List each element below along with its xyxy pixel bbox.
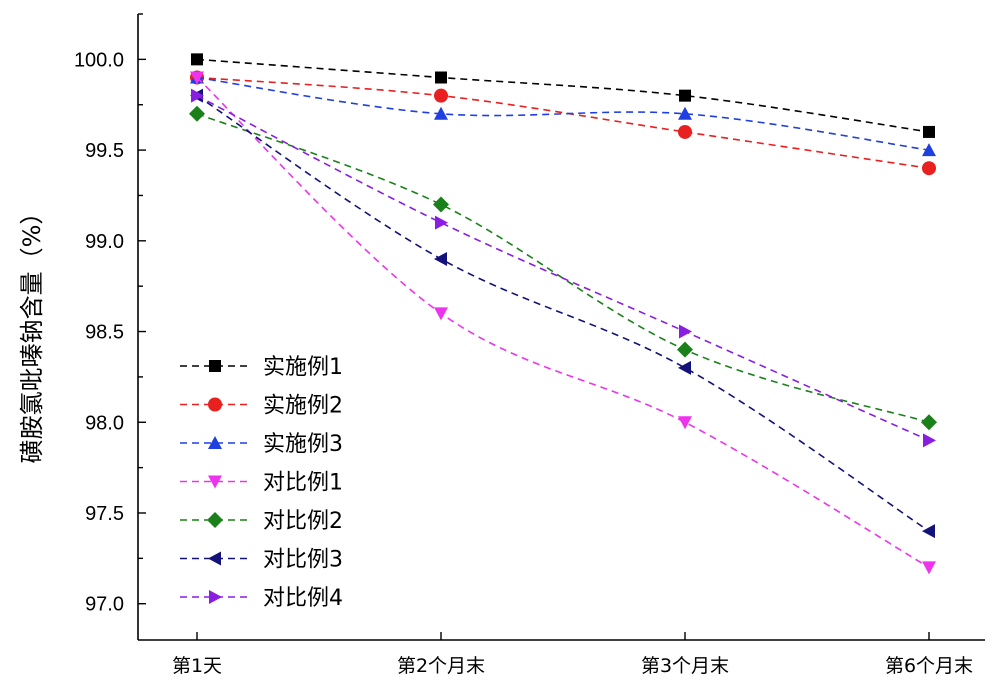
x-tick-label: 第1天 <box>172 655 222 677</box>
diamond-marker <box>677 341 693 358</box>
circle-marker <box>208 397 222 412</box>
square-marker <box>923 125 935 138</box>
y-axis-label: 磺胺氯吡嗪钠含量（%） <box>18 201 46 464</box>
diamond-marker <box>189 105 205 122</box>
legend-item: 实施例2 <box>180 394 343 419</box>
square-marker <box>209 360 221 372</box>
circle-marker <box>434 88 448 103</box>
y-tick-label: 97.5 <box>85 503 124 525</box>
axes <box>137 14 985 641</box>
triangle-left-marker <box>434 251 447 266</box>
legend-item: 实施例3 <box>180 432 343 457</box>
y-tick-label: 100.0 <box>74 49 124 71</box>
series-line <box>196 76 930 151</box>
square-marker <box>191 53 203 66</box>
legend-item: 对比例1 <box>180 471 343 496</box>
y-tick-label: 97.0 <box>85 594 124 616</box>
y-tick-label: 98.0 <box>85 412 124 434</box>
circle-marker <box>678 124 692 139</box>
y-tick-label: 99.0 <box>85 231 124 253</box>
triangle-down-marker <box>922 561 936 575</box>
series-line <box>196 94 930 532</box>
triangle-right-marker <box>923 433 936 448</box>
triangle-down-marker <box>678 416 692 430</box>
series-line <box>196 76 930 569</box>
legend-item: 对比例3 <box>180 548 343 573</box>
x-tick-label: 第6个月末 <box>885 655 973 677</box>
triangle-up-marker <box>922 143 936 157</box>
legend-label: 对比例4 <box>263 586 343 611</box>
series-4 <box>190 71 936 575</box>
diamond-marker <box>921 414 937 431</box>
x-tick-label: 第3个月末 <box>641 655 729 677</box>
series-line <box>196 94 930 442</box>
x-tick-label: 第2个月末 <box>397 655 485 677</box>
square-marker <box>679 89 691 102</box>
legend-label: 实施例1 <box>263 355 343 380</box>
series-line <box>196 113 930 424</box>
legend-item: 实施例1 <box>180 355 343 380</box>
triangle-right-marker <box>209 590 222 604</box>
series-line <box>196 58 930 133</box>
series-layer <box>189 53 937 575</box>
diamond-marker <box>207 512 223 528</box>
triangle-up-marker <box>208 436 222 449</box>
legend-label: 对比例3 <box>263 548 343 573</box>
triangle-left-marker <box>208 551 221 566</box>
x-ticks: 第1天 第2个月末 第3个月末 第6个月末 <box>172 632 973 677</box>
series-7 <box>191 88 936 448</box>
triangle-left-marker <box>678 360 691 375</box>
series-3 <box>190 70 936 157</box>
legend-item: 对比例2 <box>180 509 343 534</box>
triangle-down-marker <box>208 475 222 489</box>
triangle-right-marker <box>191 88 204 103</box>
triangle-up-marker <box>434 106 448 120</box>
y-tick-label: 99.5 <box>85 140 124 162</box>
circle-marker <box>922 161 936 176</box>
series-line <box>196 76 930 170</box>
y-ticks: 97.0 97.5 98.0 98.5 99.0 99.5 100.0 <box>74 13 146 616</box>
triangle-right-marker <box>679 324 692 339</box>
legend-label: 实施例2 <box>263 394 343 419</box>
legend-item: 对比例4 <box>180 586 343 611</box>
square-marker <box>435 71 447 84</box>
series-5 <box>189 105 937 431</box>
legend-label: 实施例3 <box>263 432 343 457</box>
legend: 实施例1 实施例2 实施例3 对比例1 对比例2 对比例3 对比例4 <box>180 355 343 611</box>
legend-label: 对比例1 <box>263 471 343 496</box>
triangle-left-marker <box>922 524 935 539</box>
triangle-right-marker <box>435 215 448 230</box>
legend-label: 对比例2 <box>263 509 343 534</box>
diamond-marker <box>433 196 449 213</box>
triangle-up-marker <box>678 106 692 120</box>
y-tick-label: 98.5 <box>85 322 124 344</box>
triangle-down-marker <box>190 71 204 85</box>
triangle-down-marker <box>434 307 448 321</box>
series-1 <box>191 53 935 138</box>
